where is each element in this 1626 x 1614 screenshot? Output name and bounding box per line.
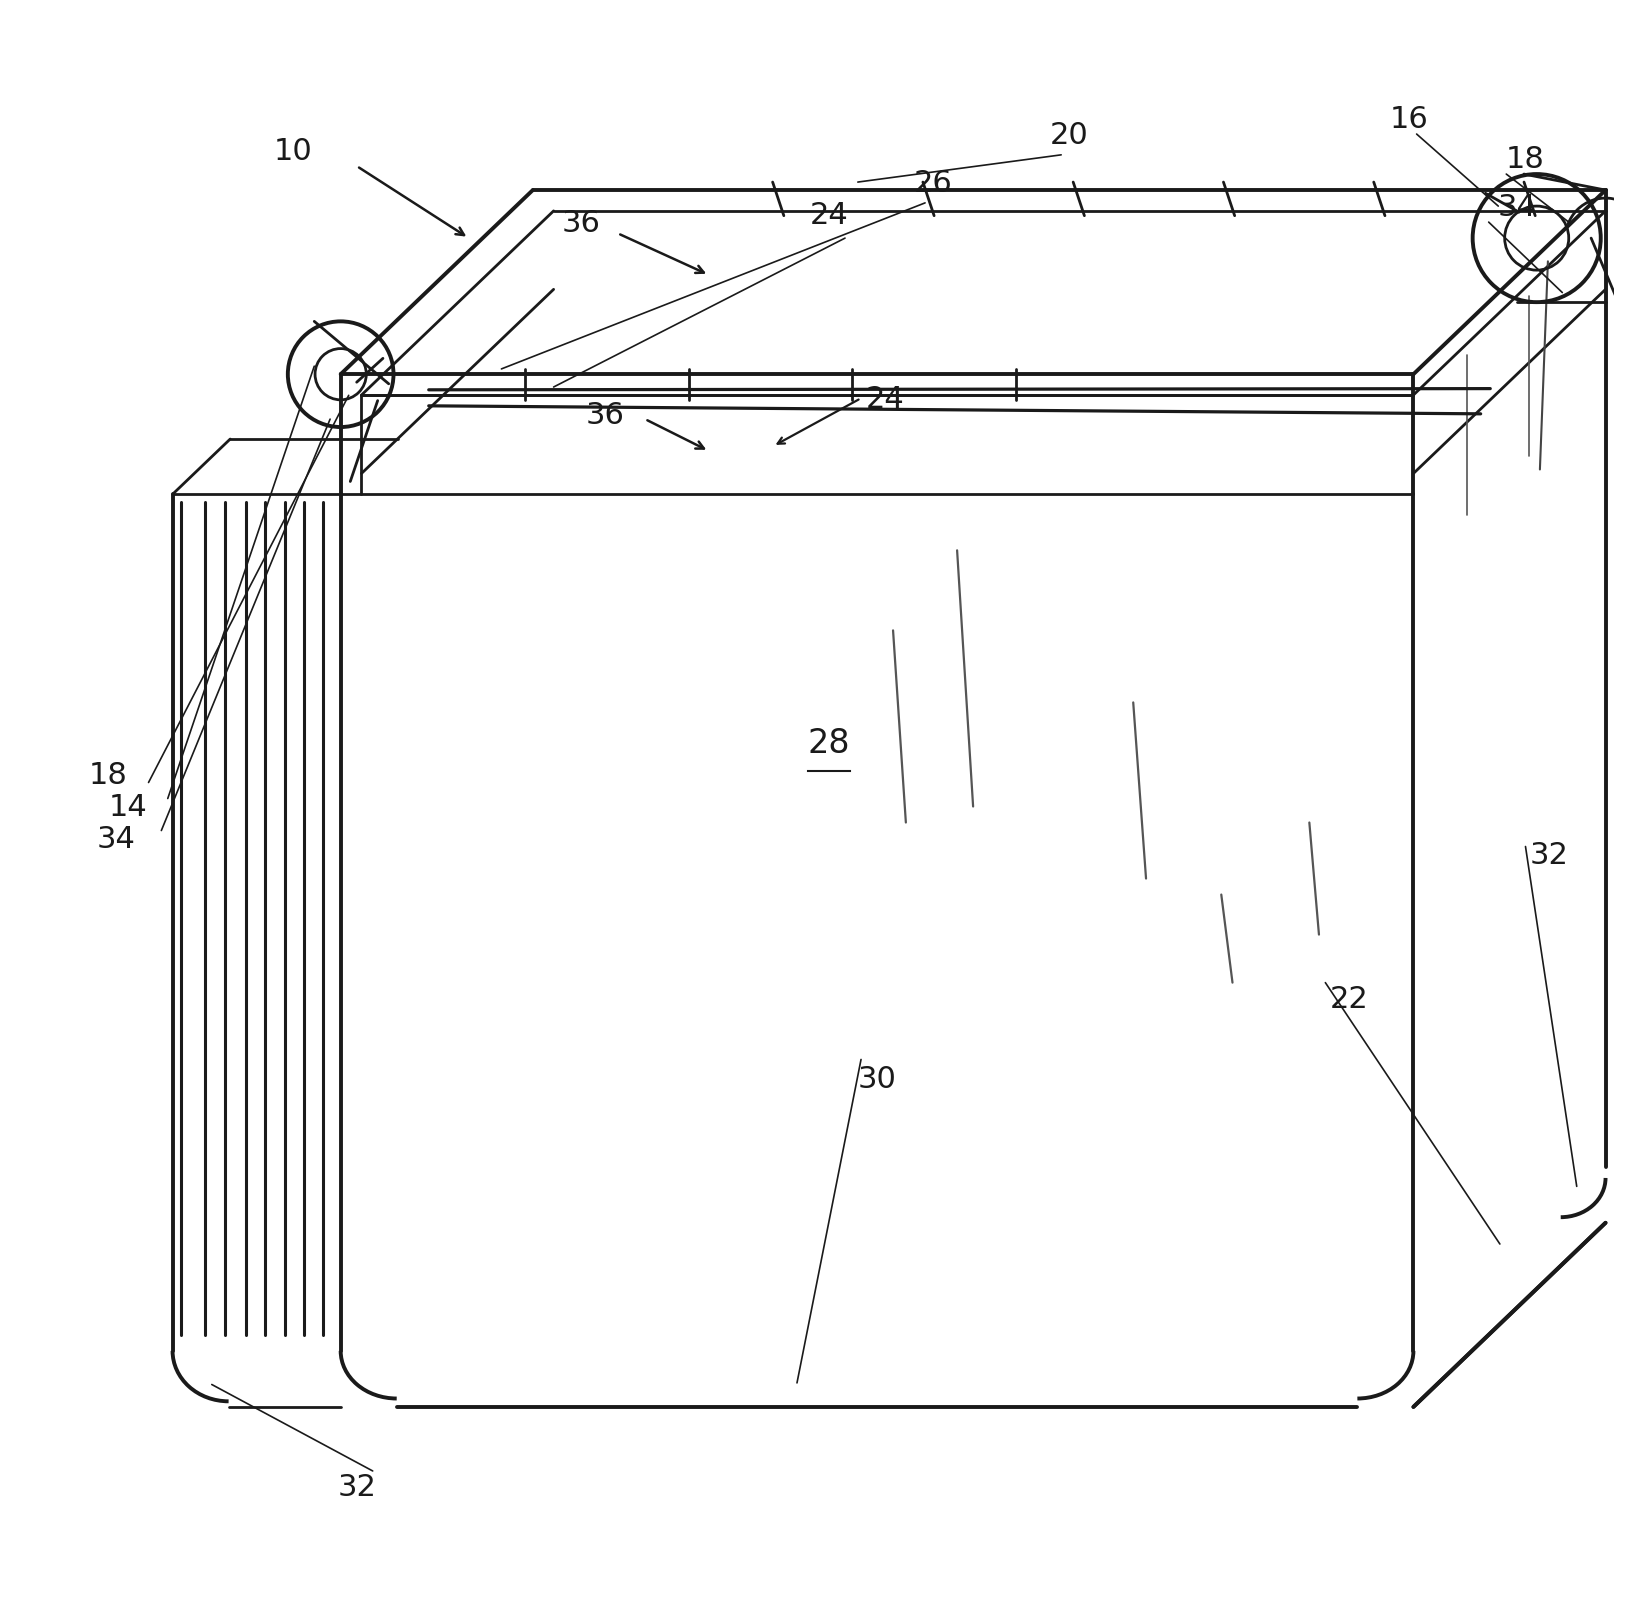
Text: 20: 20 (1050, 121, 1088, 150)
Text: 22: 22 (1330, 985, 1369, 1014)
Text: 28: 28 (808, 726, 850, 760)
Text: 18: 18 (89, 760, 128, 789)
Text: 14: 14 (109, 792, 146, 822)
Text: 10: 10 (273, 137, 312, 166)
Text: 18: 18 (1506, 145, 1545, 173)
Text: 24: 24 (810, 200, 849, 229)
Text: 32: 32 (1530, 841, 1569, 870)
Text: 32: 32 (337, 1472, 376, 1501)
Text: 30: 30 (857, 1065, 896, 1094)
Text: 36: 36 (561, 208, 600, 237)
Text: 34: 34 (98, 825, 137, 854)
Text: 36: 36 (585, 400, 624, 429)
Text: 34: 34 (1498, 192, 1537, 221)
Text: 24: 24 (865, 384, 904, 413)
Text: 16: 16 (1389, 105, 1428, 134)
Text: 26: 26 (914, 168, 953, 197)
